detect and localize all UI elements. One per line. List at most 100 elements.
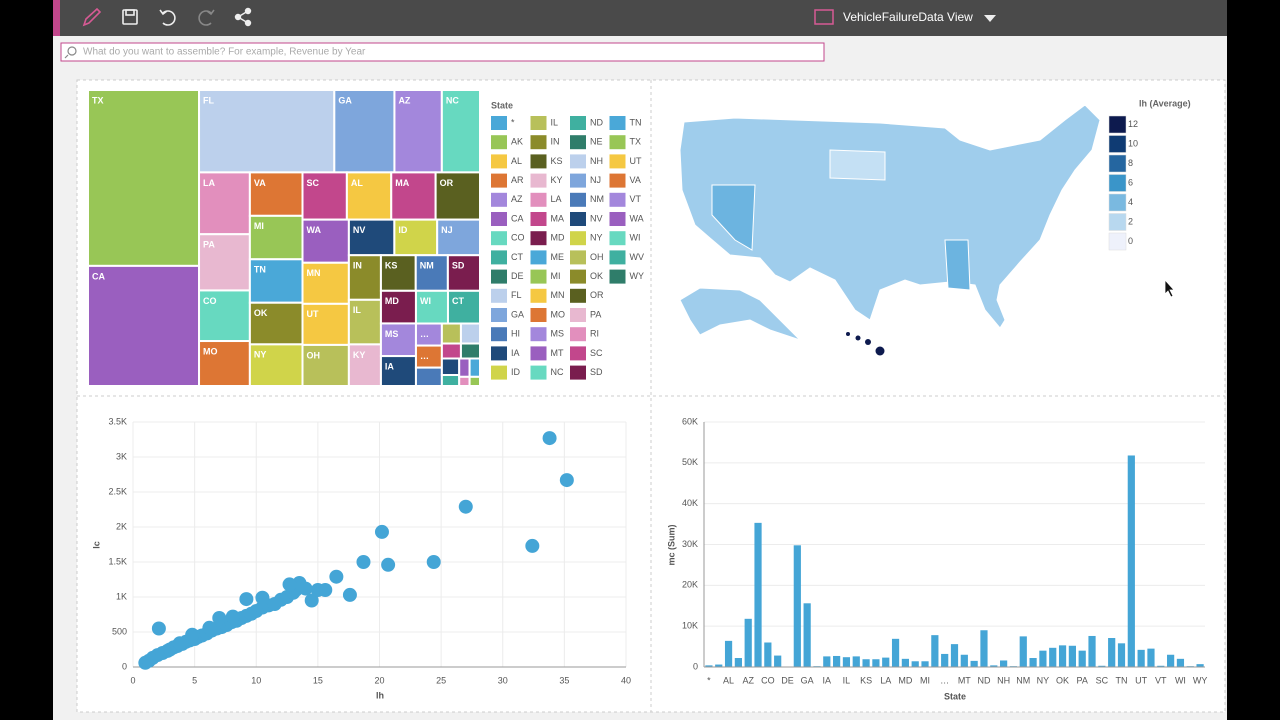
redo-button[interactable]: [198, 9, 215, 26]
scatter-point[interactable]: [356, 555, 371, 569]
bar[interactable]: [724, 640, 733, 667]
bar[interactable]: [823, 656, 831, 667]
treemap-tile[interactable]: [87, 264, 201, 388]
us-map[interactable]: [679, 104, 1101, 329]
treemap-tile[interactable]: [198, 89, 336, 174]
bar[interactable]: [950, 644, 959, 667]
bar[interactable]: [1000, 660, 1008, 667]
bar[interactable]: [803, 603, 811, 667]
bar[interactable]: [872, 659, 880, 667]
bar[interactable]: [715, 664, 723, 667]
bar[interactable]: [754, 522, 762, 667]
bar[interactable]: [764, 642, 772, 668]
treemap-tile[interactable]: [347, 343, 382, 387]
bar[interactable]: [862, 659, 870, 667]
scatter-point[interactable]: [525, 538, 540, 553]
bar[interactable]: [1098, 665, 1106, 667]
bar[interactable]: [1078, 650, 1086, 667]
bar[interactable]: [990, 665, 998, 667]
scatter-point[interactable]: [225, 609, 240, 624]
scatter-point[interactable]: [542, 431, 557, 446]
bar[interactable]: [744, 618, 752, 667]
scatter-point[interactable]: [172, 636, 187, 651]
bar[interactable]: [1019, 636, 1027, 667]
undo-button[interactable]: [159, 9, 176, 26]
treemap-tile[interactable]: [458, 357, 471, 378]
bar[interactable]: [1029, 658, 1037, 667]
bar[interactable]: [1108, 638, 1116, 667]
bar[interactable]: [891, 638, 900, 667]
bar[interactable]: [1176, 658, 1185, 667]
treemap-tile[interactable]: [414, 366, 443, 388]
treemap-tile[interactable]: [379, 355, 417, 387]
bar[interactable]: [1058, 645, 1067, 667]
bar[interactable]: [882, 657, 890, 667]
state-shape[interactable]: [829, 149, 886, 181]
treemap-tile[interactable]: [468, 375, 482, 388]
save-button[interactable]: [122, 9, 138, 25]
treemap-tile[interactable]: [198, 171, 251, 236]
edit-button[interactable]: [82, 7, 102, 27]
scatter-panel[interactable]: lh lc 0 500 1K 1.5K 2K 2.5K 3K 3.5K 0 5 10 15 20 25 30…: [91, 416, 631, 700]
hawaii-shape[interactable]: [846, 332, 885, 356]
bar[interactable]: [734, 658, 742, 667]
bar[interactable]: [1157, 665, 1165, 667]
state-shape[interactable]: [711, 184, 756, 251]
bar[interactable]: [1137, 649, 1145, 667]
scatter-point[interactable]: [255, 590, 270, 605]
treemap-tile[interactable]: [248, 301, 304, 346]
bar[interactable]: [705, 665, 713, 667]
treemap-tile[interactable]: [468, 357, 482, 378]
treemap-tile[interactable]: [440, 357, 461, 377]
view-menu[interactable]: VehicleFailureData View: [814, 9, 996, 25]
treemap-tile[interactable]: [440, 374, 461, 387]
scatter-point[interactable]: [374, 524, 389, 539]
scatter-point[interactable]: [239, 592, 254, 607]
treemap-tile[interactable]: [440, 342, 462, 360]
map-panel[interactable]: lh (Average) 12 10 8 6 4 2 0: [679, 98, 1191, 356]
bar[interactable]: [774, 655, 782, 667]
bar[interactable]: [793, 545, 801, 667]
treemap-tile[interactable]: [198, 340, 251, 388]
bar[interactable]: [833, 655, 841, 667]
bar[interactable]: [1068, 645, 1076, 667]
bar[interactable]: [970, 660, 978, 667]
bar[interactable]: [901, 658, 909, 667]
treemap-tile[interactable]: [248, 214, 304, 261]
treemap-tile[interactable]: [301, 218, 350, 264]
treemap-panel[interactable]: State TX CA FL GA AZ NC LA PA CO MO VA MI TN OK NY SC AL…: [87, 89, 644, 388]
scatter-point[interactable]: [426, 555, 441, 569]
treemap-tile[interactable]: [440, 89, 481, 174]
bar[interactable]: [1196, 664, 1204, 667]
scatter-point[interactable]: [329, 569, 344, 584]
search-box[interactable]: What do you want to assemble? For exampl…: [60, 42, 825, 62]
bar[interactable]: [1049, 647, 1057, 667]
bar[interactable]: [1127, 455, 1135, 667]
bar[interactable]: [1147, 648, 1155, 667]
bar[interactable]: [960, 654, 968, 667]
scatter-point[interactable]: [381, 557, 396, 572]
bar[interactable]: [842, 657, 851, 667]
scatter-point[interactable]: [342, 587, 357, 602]
treemap-tile[interactable]: [446, 289, 481, 325]
scatter-point[interactable]: [282, 577, 297, 592]
treemap-tile[interactable]: [333, 89, 396, 174]
alaska-shape[interactable]: [679, 287, 801, 341]
treemap-tile[interactable]: [393, 89, 443, 174]
scatter-point[interactable]: [185, 627, 200, 642]
treemap-tile[interactable]: [459, 342, 482, 360]
treemap-tile[interactable]: [248, 171, 304, 217]
bar[interactable]: [911, 661, 919, 667]
bar[interactable]: [980, 630, 988, 667]
scatter-point[interactable]: [151, 621, 166, 636]
state-shape[interactable]: [944, 239, 971, 291]
treemap-tile[interactable]: [440, 322, 462, 345]
scatter-point[interactable]: [202, 620, 217, 635]
treemap-tile[interactable]: [459, 322, 482, 345]
scatter-point[interactable]: [458, 499, 473, 514]
bar-panel[interactable]: State mc (Sum) 0 10K 20K 30K 40K 50K 60K * AL AZ C…: [666, 416, 1207, 701]
treemap-tile[interactable]: [87, 89, 201, 267]
scatter-point[interactable]: [304, 593, 319, 608]
treemap-tile[interactable]: [458, 375, 471, 388]
bar[interactable]: [1117, 643, 1126, 667]
